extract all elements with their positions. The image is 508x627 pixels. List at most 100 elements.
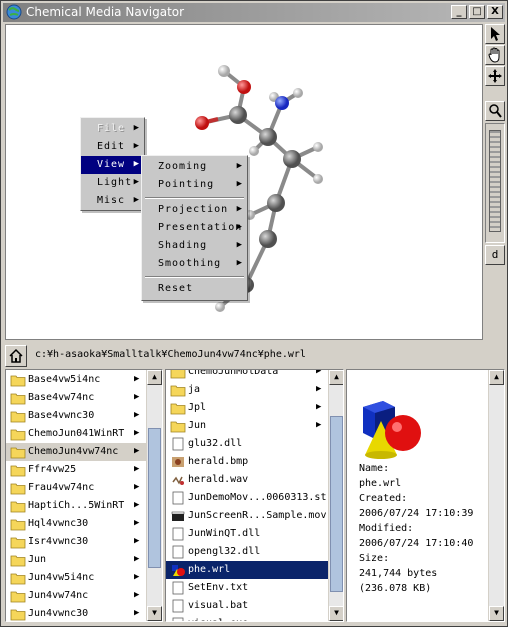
menu-item-misc[interactable]: Misc ▶: [81, 192, 144, 210]
expand-arrow-icon: ▶: [134, 410, 140, 420]
folder-list-item[interactable]: Base4vw5i4nc ▶: [6, 371, 146, 389]
menu-item-view[interactable]: View ▶: [81, 156, 144, 174]
menu-item-label: Edit: [97, 141, 126, 152]
submenu-item-reset[interactable]: Reset: [142, 280, 247, 298]
file-list-item[interactable]: JunWinQT.dll: [166, 525, 328, 543]
folder-name: Base4vw5i4nc: [28, 374, 101, 385]
move-tool-button[interactable]: [485, 66, 505, 86]
file-list-item[interactable]: Jun ▶: [166, 417, 328, 435]
info-size-value: 241,744 bytes: [359, 568, 438, 579]
file-list-item[interactable]: herald.bmp: [166, 453, 328, 471]
file-list-item[interactable]: ja ▶: [166, 381, 328, 399]
info-created-label: Created:: [359, 493, 408, 504]
folder-list-item[interactable]: Jun4vwnc30 ▶: [6, 605, 146, 621]
submenu-item-shading[interactable]: Shading ▶: [142, 237, 247, 255]
folder-list-item[interactable]: Jun4vw74nc ▶: [6, 587, 146, 605]
file-list-item[interactable]: visual.bat: [166, 597, 328, 615]
menu-item-edit[interactable]: Edit ▶: [81, 138, 144, 156]
file-list-pane[interactable]: ChemoJunMolData ▶ ja ▶ Jpl ▶ Jun ▶ glu32.dll hera…: [165, 369, 344, 622]
folder-list-item[interactable]: Isr4vwnc30 ▶: [6, 533, 146, 551]
folder-name: Ffr4vw25: [28, 464, 77, 475]
preview-scrollbar[interactable]: ▲ ▼: [488, 370, 504, 621]
title-bar[interactable]: Chemical Media Navigator _ □ X: [3, 3, 505, 22]
file-list-item[interactable]: phe.wrl: [166, 561, 328, 579]
maximize-button[interactable]: □: [469, 5, 485, 19]
file-icon: [172, 491, 184, 505]
folder-list-item[interactable]: Base4vw74nc ▶: [6, 389, 146, 407]
folder-list-item[interactable]: Hql4vwnc30 ▶: [6, 515, 146, 533]
zoom-slider[interactable]: [485, 123, 505, 243]
scroll-up-button[interactable]: ▲: [329, 370, 343, 385]
expand-arrow-icon: ▶: [134, 374, 140, 384]
file-list-item[interactable]: glu32.dll: [166, 435, 328, 453]
folder-list-item[interactable]: Jun4vw5i4nc ▶: [6, 569, 146, 587]
scroll-thumb[interactable]: [148, 428, 161, 568]
expand-arrow-icon: ▶: [134, 428, 140, 438]
folder-name: Frau4vw74nc: [28, 482, 95, 493]
folder-icon: [10, 483, 26, 495]
minimize-button[interactable]: _: [451, 5, 467, 19]
file-list-scrollbar[interactable]: ▲ ▼: [328, 370, 343, 621]
file-list-item[interactable]: JunScreenR...Sample.mov: [166, 507, 328, 525]
expand-arrow-icon: ▶: [316, 369, 322, 376]
scroll-thumb[interactable]: [330, 416, 343, 592]
submenu-item-zooming[interactable]: Zooming ▶: [142, 158, 247, 176]
folder-icon: [10, 375, 26, 387]
file-list-item[interactable]: herald.wav: [166, 471, 328, 489]
file-list-item[interactable]: ChemoJunMolData ▶: [166, 369, 328, 381]
folder-list-item[interactable]: ChemoJun4vw74nc ▶: [6, 443, 146, 461]
tool-strip: [485, 24, 505, 264]
close-button[interactable]: X: [487, 5, 503, 19]
file-list-item[interactable]: visual.exe: [166, 615, 328, 621]
home-button[interactable]: [5, 345, 27, 367]
menu-item-label: Projection: [158, 204, 229, 215]
select-tool-button[interactable]: [485, 24, 505, 44]
file-icon: [172, 617, 184, 621]
folder-name: Base4vwnc30: [28, 410, 95, 421]
folder-list-item[interactable]: Frau4vw74nc ▶: [6, 479, 146, 497]
folder-list-scrollbar[interactable]: ▲ ▼: [146, 370, 162, 621]
folder-list-item[interactable]: HaptiCh...5WinRT ▶: [6, 497, 146, 515]
submenu-item-smoothing[interactable]: Smoothing ▶: [142, 255, 247, 273]
submenu-item-pointing[interactable]: Pointing ▶: [142, 176, 247, 194]
expand-arrow-icon: ▶: [316, 384, 322, 394]
folder-icon: [10, 591, 26, 603]
file-list-item[interactable]: Jpl ▶: [166, 399, 328, 417]
scroll-down-button[interactable]: ▼: [329, 606, 343, 621]
file-list-item[interactable]: SetEnv.txt: [166, 579, 328, 597]
folder-icon: [10, 609, 26, 621]
submenu-arrow-icon: ▶: [133, 195, 140, 205]
zoom-reset-button[interactable]: d: [485, 245, 505, 265]
path-bar: c:¥h-asaoka¥Smalltalk¥ChemoJun4vw74nc¥ph…: [5, 345, 505, 367]
scroll-up-button[interactable]: ▲: [489, 370, 504, 385]
folder-list-item[interactable]: Jun ▶: [6, 551, 146, 569]
folder-icon: [10, 573, 26, 585]
menu-item-file[interactable]: File ▶: [81, 120, 144, 138]
info-modified-value: 2006/07/24 17:10:40: [359, 538, 474, 549]
menu-item-label: View: [97, 159, 126, 170]
grab-tool-button[interactable]: [485, 45, 505, 65]
file-list-item[interactable]: opengl32.dll: [166, 543, 328, 561]
menu-item-label: Shading: [158, 240, 208, 251]
expand-arrow-icon: ▶: [134, 536, 140, 546]
scroll-down-button[interactable]: ▼: [147, 606, 162, 621]
submenu-item-projection[interactable]: Projection ▶: [142, 201, 247, 219]
file-icon: [172, 545, 184, 559]
folder-list-item[interactable]: Base4vwnc30 ▶: [6, 407, 146, 425]
zoom-tool-button[interactable]: [485, 101, 505, 121]
menu-item-light[interactable]: Light ▶: [81, 174, 144, 192]
file-list-item[interactable]: JunDemoMov...0060313.st: [166, 489, 328, 507]
folder-list-item[interactable]: ChemoJun041WinRT ▶: [6, 425, 146, 443]
submenu-item-presentation[interactable]: Presentation ▶: [142, 219, 247, 237]
hand-icon: [488, 47, 500, 63]
expand-arrow-icon: ▶: [134, 518, 140, 528]
file-name: Jun: [188, 420, 207, 431]
file-name: phe.wrl: [188, 564, 231, 575]
file-name: opengl32.dll: [188, 546, 261, 557]
scroll-up-button[interactable]: ▲: [147, 370, 162, 385]
folder-list-pane[interactable]: Base4vw5i4nc ▶ Base4vw74nc ▶ Base4vwnc30 ▶ Che…: [5, 369, 163, 622]
zoom-slider-thumb[interactable]: [489, 130, 501, 232]
scroll-down-button[interactable]: ▼: [489, 606, 504, 621]
folder-icon: [10, 429, 26, 441]
folder-list-item[interactable]: Ffr4vw25 ▶: [6, 461, 146, 479]
